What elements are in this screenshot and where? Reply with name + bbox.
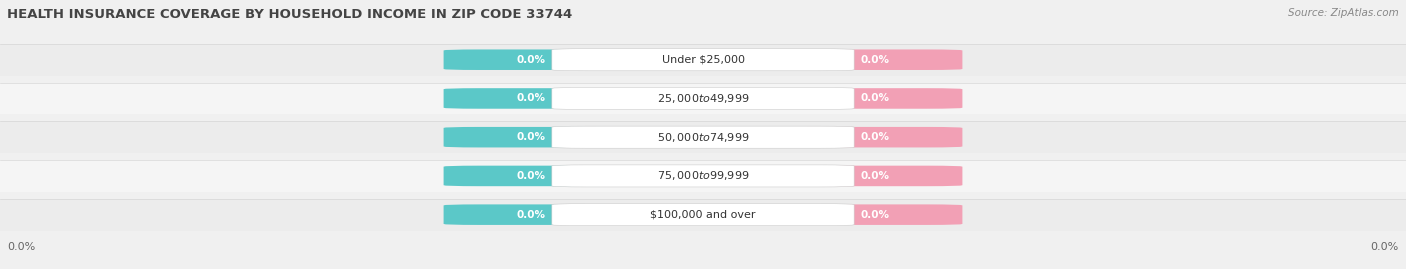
Text: 0.0%: 0.0% <box>517 171 546 181</box>
FancyBboxPatch shape <box>0 199 1406 231</box>
Text: 0.0%: 0.0% <box>1371 242 1399 252</box>
FancyBboxPatch shape <box>787 88 963 109</box>
FancyBboxPatch shape <box>787 49 963 70</box>
Text: 0.0%: 0.0% <box>860 55 889 65</box>
Text: 0.0%: 0.0% <box>517 210 546 220</box>
FancyBboxPatch shape <box>0 83 1406 114</box>
FancyBboxPatch shape <box>0 44 1406 76</box>
Text: 0.0%: 0.0% <box>860 93 889 104</box>
Text: Source: ZipAtlas.com: Source: ZipAtlas.com <box>1288 8 1399 18</box>
Text: $25,000 to $49,999: $25,000 to $49,999 <box>657 92 749 105</box>
FancyBboxPatch shape <box>444 166 619 186</box>
FancyBboxPatch shape <box>551 165 855 187</box>
Text: Under $25,000: Under $25,000 <box>661 55 745 65</box>
FancyBboxPatch shape <box>444 127 619 147</box>
Text: HEALTH INSURANCE COVERAGE BY HOUSEHOLD INCOME IN ZIP CODE 33744: HEALTH INSURANCE COVERAGE BY HOUSEHOLD I… <box>7 8 572 21</box>
FancyBboxPatch shape <box>444 204 619 225</box>
FancyBboxPatch shape <box>787 166 963 186</box>
FancyBboxPatch shape <box>444 88 619 109</box>
Text: $100,000 and over: $100,000 and over <box>650 210 756 220</box>
Text: 0.0%: 0.0% <box>860 132 889 142</box>
FancyBboxPatch shape <box>444 49 619 70</box>
Text: 0.0%: 0.0% <box>517 93 546 104</box>
Text: 0.0%: 0.0% <box>517 132 546 142</box>
Text: 0.0%: 0.0% <box>860 210 889 220</box>
Text: 0.0%: 0.0% <box>7 242 35 252</box>
Text: $75,000 to $99,999: $75,000 to $99,999 <box>657 169 749 182</box>
FancyBboxPatch shape <box>787 127 963 147</box>
FancyBboxPatch shape <box>787 204 963 225</box>
FancyBboxPatch shape <box>551 49 855 71</box>
FancyBboxPatch shape <box>551 87 855 109</box>
Text: 0.0%: 0.0% <box>517 55 546 65</box>
FancyBboxPatch shape <box>0 121 1406 153</box>
FancyBboxPatch shape <box>551 204 855 226</box>
FancyBboxPatch shape <box>0 160 1406 192</box>
Text: $50,000 to $74,999: $50,000 to $74,999 <box>657 131 749 144</box>
FancyBboxPatch shape <box>551 126 855 148</box>
Text: 0.0%: 0.0% <box>860 171 889 181</box>
